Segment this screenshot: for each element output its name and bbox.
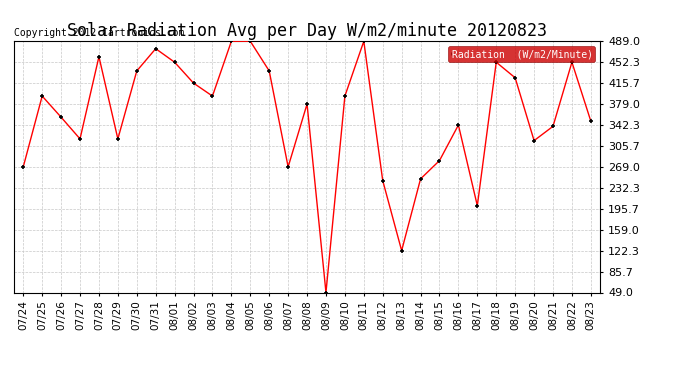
Point [207,93,218,99]
Point [547,123,558,129]
Point [320,290,331,296]
Point [585,118,596,124]
Point [566,59,578,65]
Point [283,164,294,170]
Point [491,59,502,65]
Point [339,93,351,99]
Point [18,164,29,170]
Point [37,93,48,99]
Point [245,38,256,44]
Point [377,178,388,184]
Point [56,114,67,120]
Point [415,176,426,182]
Title: Solar Radiation Avg per Day W/m2/minute 20120823: Solar Radiation Avg per Day W/m2/minute … [67,22,547,40]
Legend: Radiation  (W/m2/Minute): Radiation (W/m2/Minute) [448,46,595,62]
Point [358,38,369,44]
Point [302,101,313,107]
Text: Copyright 2012 Cartronics.com: Copyright 2012 Cartronics.com [14,28,184,38]
Point [93,54,104,60]
Point [472,203,483,209]
Point [150,46,161,52]
Point [169,59,180,65]
Point [75,136,86,142]
Point [188,80,199,86]
Point [112,136,124,142]
Point [453,122,464,128]
Point [396,248,407,254]
Point [434,158,445,164]
Point [529,138,540,144]
Point [264,68,275,74]
Point [131,68,142,74]
Point [226,38,237,44]
Point [510,75,521,81]
